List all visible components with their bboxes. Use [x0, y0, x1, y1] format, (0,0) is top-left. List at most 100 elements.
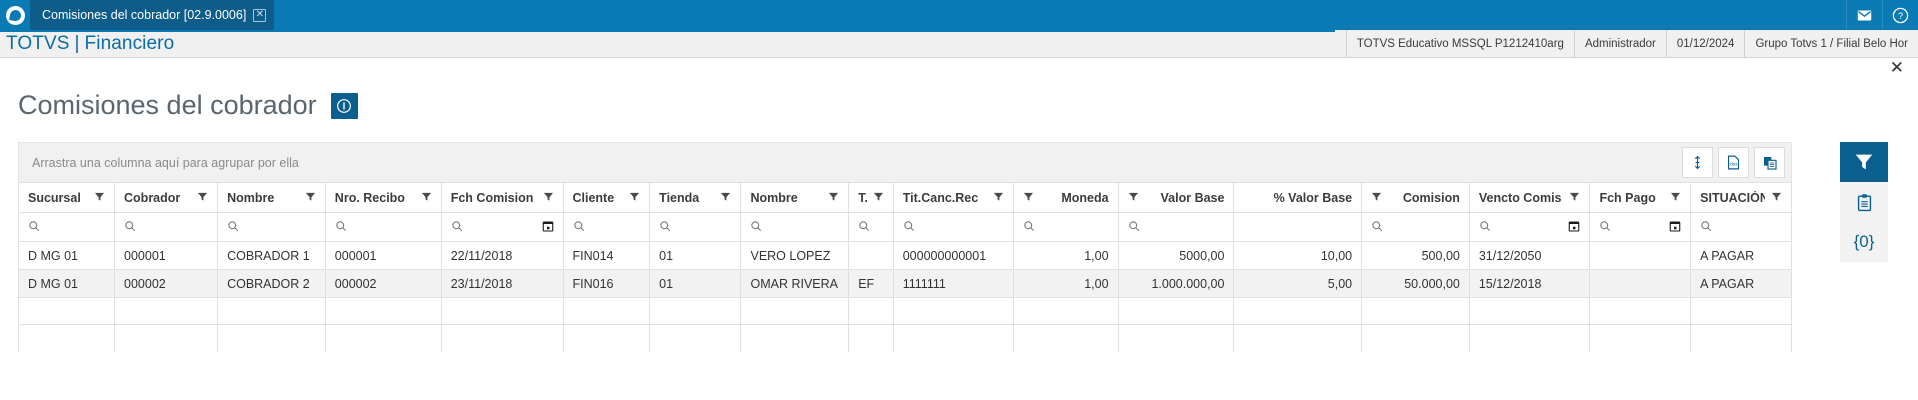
table-cell-empty	[217, 297, 326, 325]
column-filter-icon[interactable]	[421, 191, 432, 205]
column-filter-icon[interactable]	[629, 191, 640, 205]
grid-filter-cell[interactable]	[649, 212, 742, 242]
grid-column-header[interactable]: Sucursal	[17, 182, 116, 213]
grid-column-header[interactable]: T...	[848, 182, 894, 213]
grid-column-header[interactable]: Nombre	[217, 182, 326, 213]
column-filter-icon[interactable]	[993, 191, 1004, 205]
column-filter-icon[interactable]	[543, 191, 554, 205]
column-filter-icon[interactable]	[1670, 191, 1681, 205]
row-height-icon[interactable]	[1682, 147, 1713, 178]
grid-filter-cell[interactable]	[892, 212, 1015, 242]
column-filter-icon[interactable]	[305, 191, 316, 205]
grid-filter-cell[interactable]	[1690, 212, 1792, 242]
column-filter-icon[interactable]	[197, 191, 208, 205]
column-filter-icon[interactable]	[873, 191, 884, 205]
grid-column-header[interactable]: Fch Comision	[440, 182, 564, 213]
column-filter-icon[interactable]	[720, 191, 731, 205]
envelope-icon[interactable]	[1846, 0, 1882, 30]
question-circle-icon[interactable]: ?	[1882, 0, 1918, 30]
grid-filter-cell[interactable]	[114, 212, 219, 242]
search-icon[interactable]	[227, 220, 239, 235]
context-branch[interactable]: Grupo Totvs 1 / Filial Belo Hor	[1744, 30, 1918, 57]
context-date[interactable]: 01/12/2024	[1665, 30, 1745, 57]
grid-column-header[interactable]: Cliente	[562, 182, 651, 213]
grid-filter-cell[interactable]	[1013, 212, 1119, 242]
search-icon[interactable]	[1479, 220, 1491, 235]
table-cell-empty	[892, 297, 1015, 325]
grid-body: D MG 01 000001 COBRADOR 1 000001 22/11/2018 F…	[17, 241, 1792, 352]
table-cell-empty	[1117, 297, 1235, 325]
table-cell-empty	[1013, 297, 1119, 325]
grid-filter-cell[interactable]	[562, 212, 651, 242]
close-icon[interactable]: ✕	[253, 8, 267, 22]
search-icon[interactable]	[659, 220, 671, 235]
copy-icon[interactable]	[1754, 147, 1785, 178]
grid-column-header[interactable]: Valor Base	[1117, 182, 1235, 213]
grid-column-header[interactable]: Nombre	[740, 182, 850, 213]
page-close-icon[interactable]: ✕	[1889, 58, 1904, 77]
column-filter-icon[interactable]	[94, 191, 105, 205]
variables-button[interactable]: {0}	[1840, 222, 1888, 262]
calendar-icon[interactable]	[1568, 220, 1580, 235]
search-icon[interactable]	[1371, 220, 1383, 235]
filter-panel-button[interactable]	[1840, 142, 1888, 182]
grid-column-header-label: Fch Comision	[450, 190, 534, 205]
grid-filter-cell[interactable]	[1117, 212, 1235, 242]
info-circle-icon[interactable]	[330, 92, 358, 119]
window-tab-strip: Comisiones del cobrador [02.9.0006] ✕	[30, 0, 275, 30]
grid-filter-cell[interactable]	[1361, 212, 1470, 242]
grid-filter-cell[interactable]	[217, 212, 326, 242]
search-icon[interactable]	[858, 220, 870, 235]
context-environment[interactable]: TOTVS Educativo MSSQL P1212410arg	[1345, 30, 1574, 57]
grid-table: Sucursal Cobrador Nombre Nro. Recibo Fch Com…	[17, 182, 1792, 352]
column-filter-icon[interactable]	[1128, 191, 1139, 205]
column-filter-icon[interactable]	[828, 191, 839, 205]
grid-column-header[interactable]: SITUACIÓN	[1690, 182, 1792, 213]
calendar-icon[interactable]	[1669, 220, 1681, 235]
grid-filter-cell[interactable]	[1233, 212, 1363, 242]
grid-column-header[interactable]: Tit.Canc.Rec	[892, 182, 1015, 213]
grid-column-header[interactable]: Nro. Recibo	[324, 182, 442, 213]
search-icon[interactable]	[903, 220, 915, 235]
clipboard-button[interactable]	[1840, 182, 1888, 222]
xlsx-icon[interactable]: xlsx	[1718, 147, 1749, 178]
column-filter-icon[interactable]	[1569, 191, 1580, 205]
grid-filter-cell[interactable]	[1589, 212, 1692, 242]
column-filter-icon[interactable]	[1771, 191, 1782, 205]
table-cell-empty	[649, 297, 742, 325]
grid-filter-cell[interactable]	[848, 212, 894, 242]
grid-column-header[interactable]: Tienda	[649, 182, 742, 213]
search-icon[interactable]	[1700, 220, 1712, 235]
grid-filter-cell[interactable]	[1468, 212, 1591, 242]
table-cell	[1589, 241, 1692, 270]
grid-column-header[interactable]: Comision	[1361, 182, 1470, 213]
grid-column-header[interactable]: Vencto Comis	[1468, 182, 1591, 213]
search-icon[interactable]	[1023, 220, 1035, 235]
window-tab-comisiones[interactable]: Comisiones del cobrador [02.9.0006] ✕	[30, 0, 275, 30]
context-user[interactable]: Administrador	[1573, 30, 1666, 57]
grid-column-header[interactable]: Cobrador	[114, 182, 219, 213]
grid-filter-cell[interactable]	[440, 212, 564, 242]
search-icon[interactable]	[451, 220, 463, 235]
grid-filter-cell[interactable]	[740, 212, 850, 242]
search-icon[interactable]	[124, 220, 136, 235]
column-filter-icon[interactable]	[1023, 191, 1034, 205]
group-panel[interactable]: Arrastra una columna aquí para agrupar p…	[18, 142, 1792, 182]
search-icon[interactable]	[28, 220, 40, 235]
table-cell: 15/12/2018	[1468, 269, 1591, 298]
calendar-icon[interactable]	[542, 220, 554, 235]
grid-column-header[interactable]: Fch Pago	[1589, 182, 1692, 213]
grid-filter-cell[interactable]	[324, 212, 442, 242]
search-icon[interactable]	[335, 220, 347, 235]
table-row[interactable]: D MG 01 000002 COBRADOR 2 000002 23/11/2018 F…	[17, 269, 1792, 298]
grid-filter-cell[interactable]	[17, 212, 116, 242]
search-icon[interactable]	[573, 220, 585, 235]
grid-column-header-label: % Valor Base	[1273, 190, 1353, 205]
grid-column-header[interactable]: Moneda	[1013, 182, 1119, 213]
grid-column-header[interactable]: % Valor Base	[1233, 182, 1363, 213]
column-filter-icon[interactable]	[1371, 191, 1382, 205]
search-icon[interactable]	[1599, 220, 1611, 235]
table-row[interactable]: D MG 01 000001 COBRADOR 1 000001 22/11/2018 F…	[17, 241, 1792, 270]
search-icon[interactable]	[750, 220, 762, 235]
search-icon[interactable]	[1128, 220, 1140, 235]
